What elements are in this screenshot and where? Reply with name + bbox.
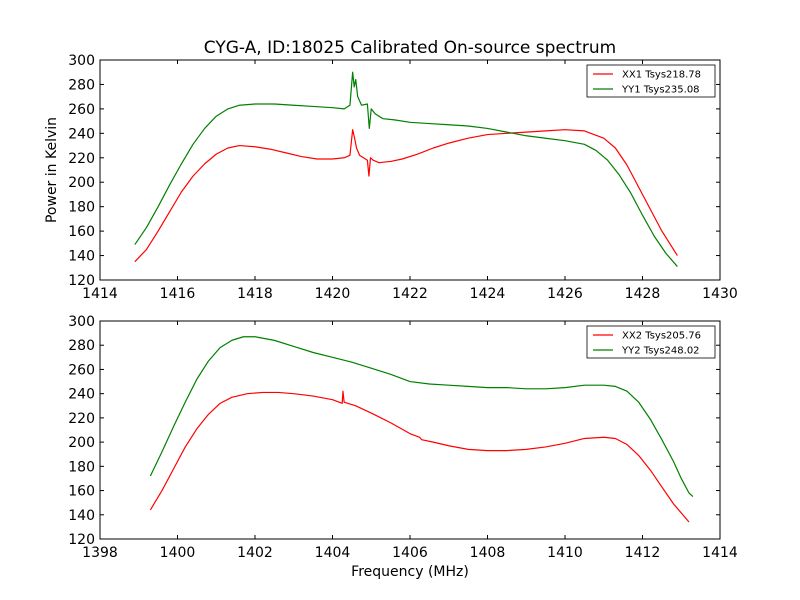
chart-title: CYG-A, ID:18025 Calibrated On-source spe… [204, 38, 616, 58]
series-line-1-0 [149, 390, 690, 523]
chart-bottom: 1398 1400 1402 1404 1406 1408 1410 1412 1414 120 1… [68, 314, 738, 580]
x-tick-label: 1408 [470, 545, 506, 561]
y-tick-label: 240 [68, 126, 95, 142]
series-line-0-0 [134, 129, 678, 263]
y-tick-label: 280 [68, 338, 95, 354]
x-tick-label: 1422 [392, 286, 428, 302]
y-tick-label: 220 [68, 411, 95, 427]
y-tick-label: 140 [68, 249, 95, 265]
legend-entry: XX2 Tsys205.76 [622, 331, 701, 342]
y-tick-label: 180 [68, 200, 95, 216]
x-tick-label: 1430 [702, 286, 738, 302]
y-tick-label: 200 [68, 175, 95, 191]
x-tick-label: 1414 [702, 545, 738, 561]
y-tick-label: 240 [68, 387, 95, 403]
x-tick-label: 1402 [237, 545, 273, 561]
y-tick-label: 140 [68, 508, 95, 524]
x-tick-label: 1418 [237, 286, 273, 302]
y-tick-label: 300 [68, 314, 95, 330]
legend-box [586, 64, 716, 98]
legend-entry: YY2 Tsys248.02 [621, 346, 700, 357]
y-tick-label: 160 [68, 224, 95, 240]
y-tick-label: 180 [68, 459, 95, 475]
x-tick-label: 1400 [160, 545, 196, 561]
legend: XX1 Tsys218.78 YY1 Tsys235.08 [586, 64, 716, 98]
x-tick-label: 1410 [547, 545, 583, 561]
y-tick-label: 200 [68, 435, 95, 451]
legend-box [586, 325, 716, 359]
x-tick-label: 1414 [82, 286, 118, 302]
y-axis-label: Power in Kelvin [44, 117, 60, 223]
x-axis-label: Frequency (MHz) [351, 564, 469, 580]
x-tick-label: 1420 [315, 286, 351, 302]
x-tick-label: 1406 [392, 545, 428, 561]
y-tick-label: 300 [68, 53, 95, 69]
x-tick-label: 1416 [160, 286, 196, 302]
series-line-0-1 [134, 71, 678, 267]
y-tick-label: 280 [68, 77, 95, 93]
y-tick-label: 160 [68, 484, 95, 500]
y-tick-label: 260 [68, 102, 95, 118]
x-tick-label: 1398 [82, 545, 118, 561]
y-tick-label: 120 [68, 532, 95, 548]
x-tick-label: 1412 [625, 545, 661, 561]
x-tick-label: 1424 [470, 286, 506, 302]
legend-entry: YY1 Tsys235.08 [621, 85, 700, 96]
y-tick-label: 220 [68, 151, 95, 167]
chart-top: 1414 1416 1418 1420 1422 1424 1426 1428 1430 120 1… [44, 38, 738, 302]
y-tick-label: 260 [68, 362, 95, 378]
y-tick-label: 120 [68, 273, 95, 289]
x-tick-label: 1428 [625, 286, 661, 302]
x-tick-label: 1404 [315, 545, 351, 561]
legend-entry: XX1 Tsys218.78 [622, 70, 701, 81]
x-tick-label: 1426 [547, 286, 583, 302]
series-line-1-1 [149, 336, 694, 498]
legend: XX2 Tsys205.76 YY2 Tsys248.02 [586, 325, 716, 359]
